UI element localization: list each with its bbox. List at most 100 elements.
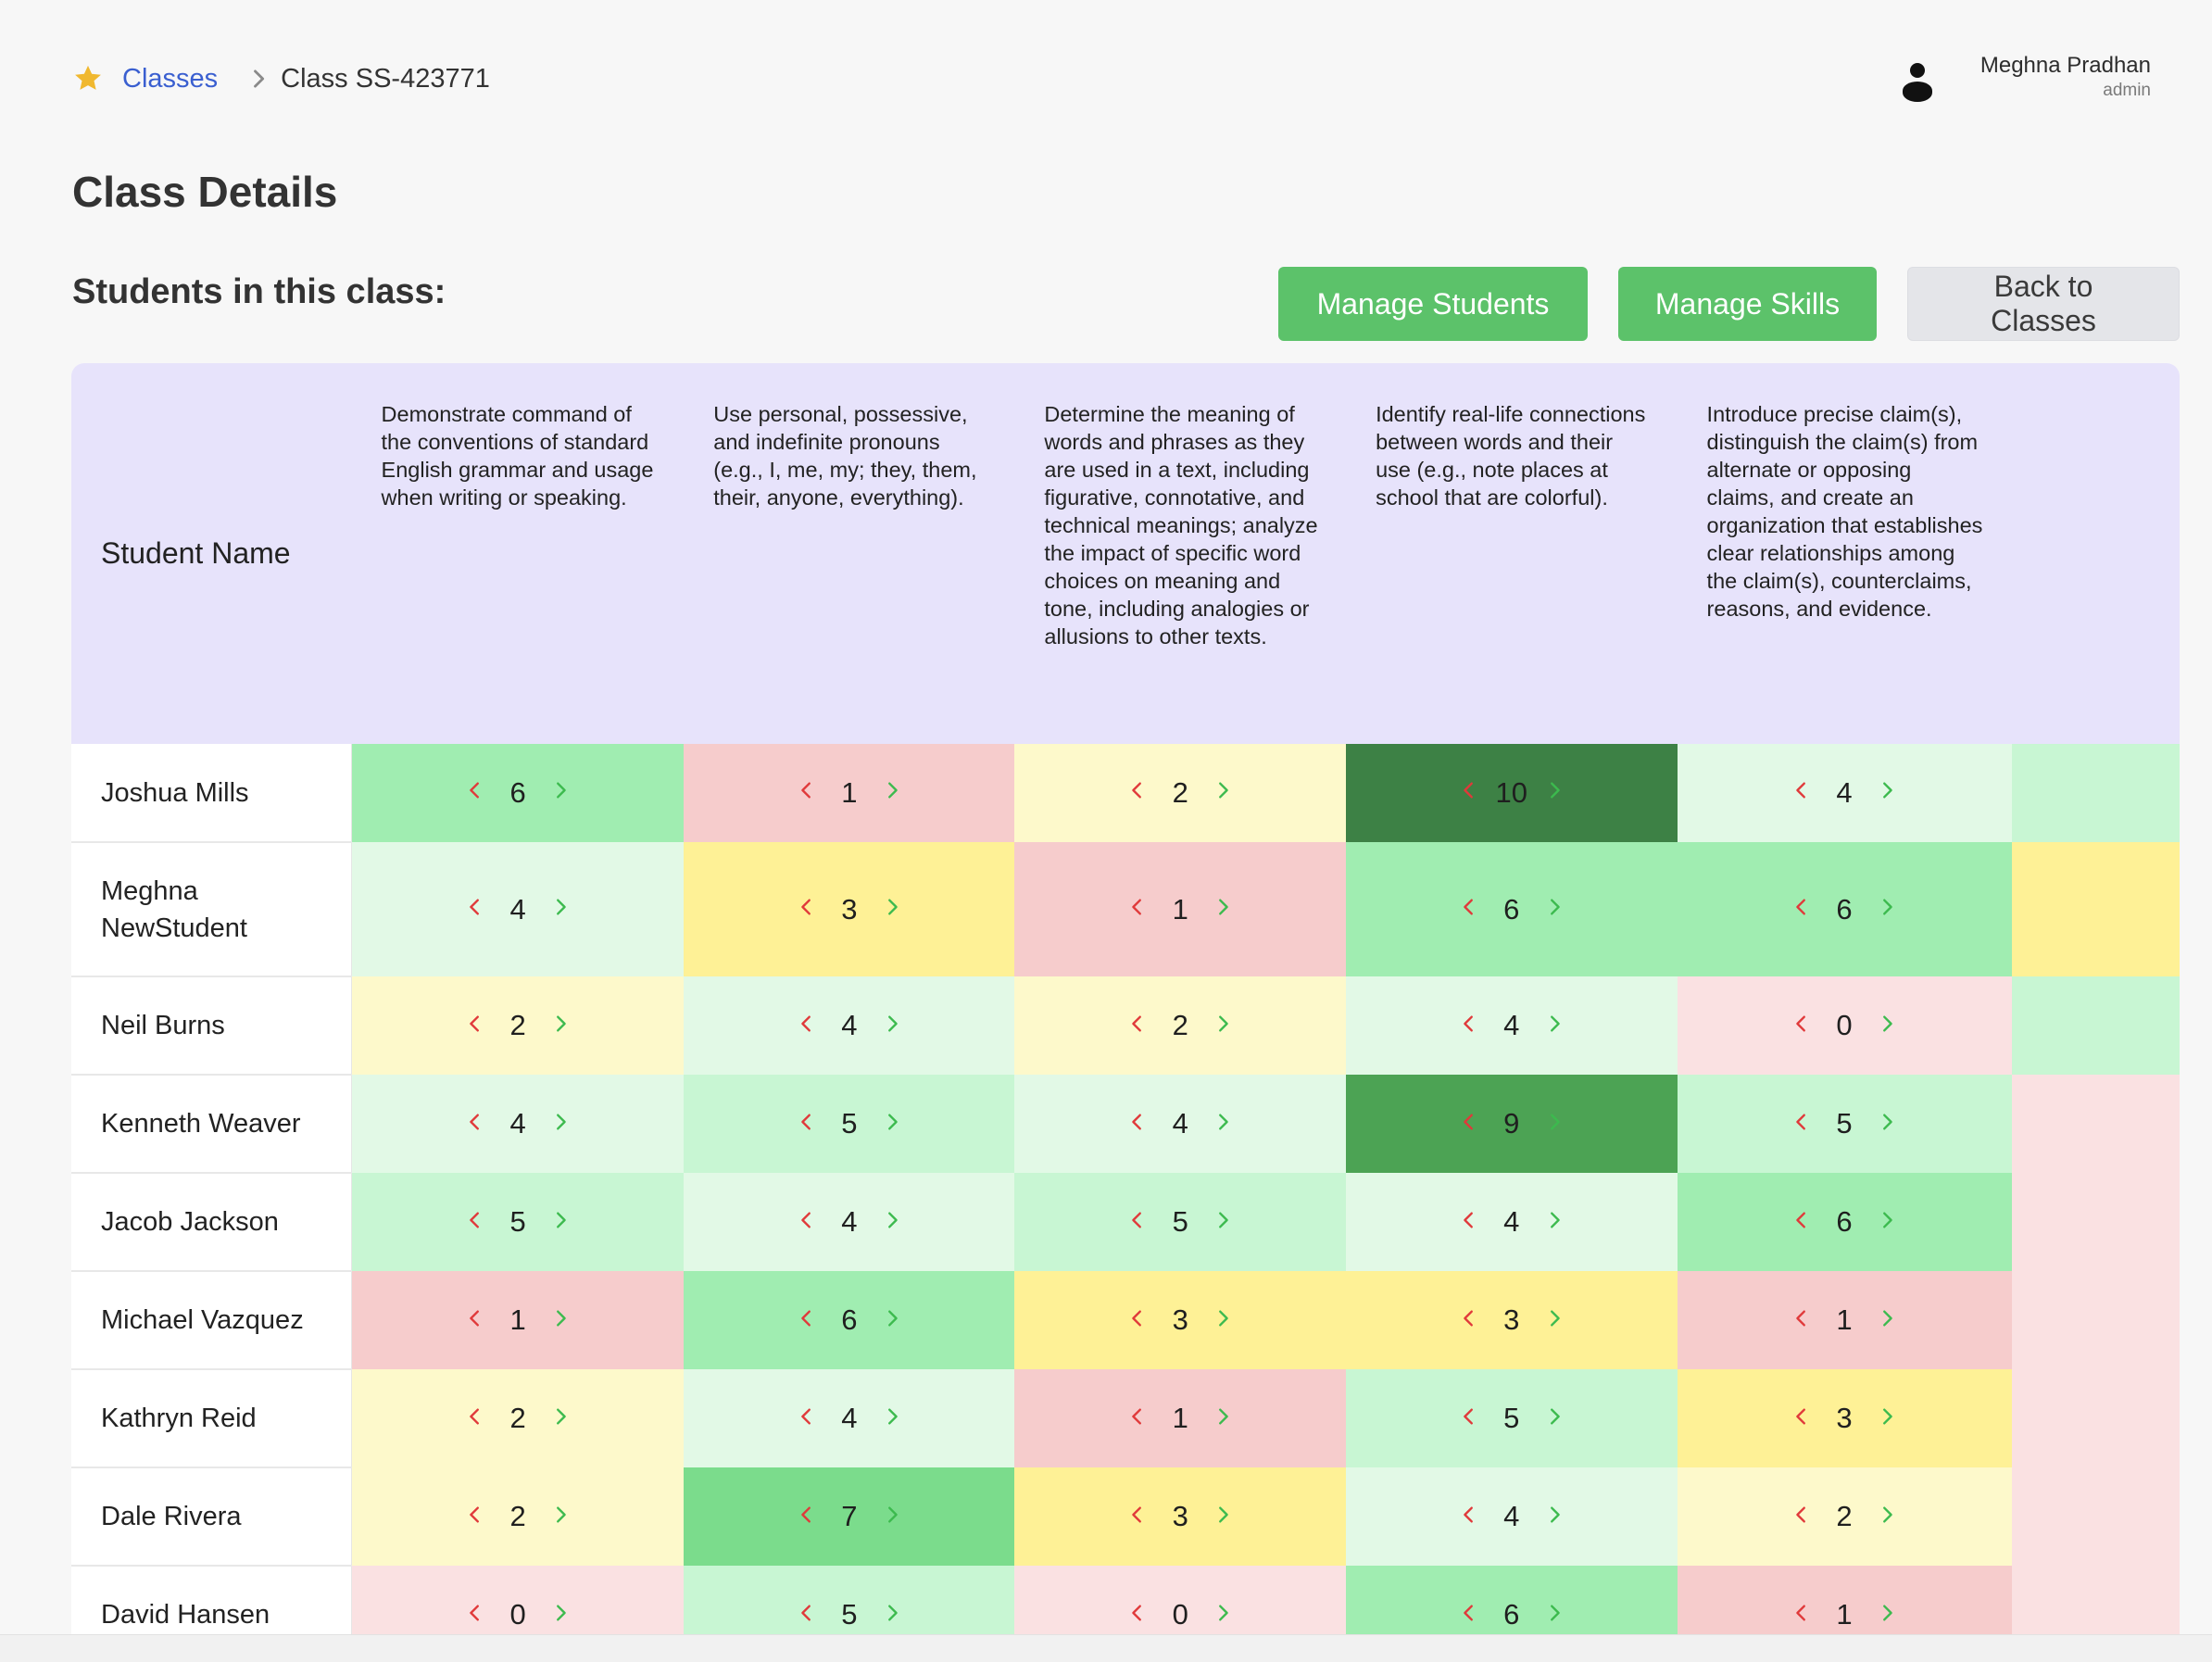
increment-button[interactable]: [882, 1014, 902, 1039]
decrement-button[interactable]: [1459, 780, 1479, 805]
decrement-button[interactable]: [1459, 1308, 1479, 1333]
decrement-button[interactable]: [1127, 780, 1148, 805]
chevron-left-icon: [1464, 1407, 1473, 1425]
increment-button[interactable]: [882, 780, 902, 805]
increment-button[interactable]: [1213, 1505, 1233, 1530]
increment-button[interactable]: [1877, 1505, 1897, 1530]
increment-button[interactable]: [1213, 897, 1233, 922]
increment-button[interactable]: [882, 1505, 902, 1530]
decrement-button[interactable]: [1127, 1014, 1148, 1039]
increment-button[interactable]: [1877, 897, 1897, 922]
decrement-button[interactable]: [797, 1308, 817, 1333]
decrement-button[interactable]: [1791, 1505, 1812, 1530]
decrement-button[interactable]: [1127, 1505, 1148, 1530]
increment-button[interactable]: [550, 897, 571, 922]
increment-button[interactable]: [1544, 1406, 1565, 1431]
decrement-button[interactable]: [797, 1112, 817, 1137]
decrement-button[interactable]: [1791, 1210, 1812, 1235]
decrement-button[interactable]: [1127, 1210, 1148, 1235]
increment-button[interactable]: [882, 1308, 902, 1333]
increment-button[interactable]: [1213, 1112, 1233, 1137]
decrement-button[interactable]: [1791, 1406, 1812, 1431]
user-menu[interactable]: Meghna Pradhan admin: [1899, 52, 2151, 102]
decrement-button[interactable]: [1459, 1014, 1479, 1039]
increment-button[interactable]: [1544, 1603, 1565, 1628]
decrement-button[interactable]: [1459, 897, 1479, 922]
decrement-button[interactable]: [1127, 897, 1148, 922]
chevron-left-icon: [1132, 782, 1142, 799]
increment-button[interactable]: [1544, 897, 1565, 922]
increment-button[interactable]: [1877, 1014, 1897, 1039]
manage-skills-button[interactable]: Manage Skills: [1618, 267, 1877, 341]
increment-button[interactable]: [1877, 1603, 1897, 1628]
increment-button[interactable]: [1544, 1210, 1565, 1235]
decrement-button[interactable]: [465, 1603, 485, 1628]
increment-button[interactable]: [550, 1406, 571, 1431]
increment-button[interactable]: [550, 1210, 571, 1235]
increment-button[interactable]: [550, 1112, 571, 1137]
decrement-button[interactable]: [1791, 780, 1812, 805]
decrement-button[interactable]: [1127, 1603, 1148, 1628]
increment-button[interactable]: [1544, 1014, 1565, 1039]
increment-button[interactable]: [1213, 1014, 1233, 1039]
increment-button[interactable]: [1544, 1505, 1565, 1530]
chevron-right-icon: [1883, 899, 1892, 915]
manage-students-button[interactable]: Manage Students: [1278, 267, 1588, 341]
decrement-button[interactable]: [1127, 1406, 1148, 1431]
increment-button[interactable]: [882, 1112, 902, 1137]
increment-button[interactable]: [1877, 1406, 1897, 1431]
decrement-button[interactable]: [1791, 1308, 1812, 1333]
increment-button[interactable]: [1213, 1308, 1233, 1333]
decrement-button[interactable]: [1459, 1112, 1479, 1137]
decrement-button[interactable]: [465, 1406, 485, 1431]
decrement-button[interactable]: [465, 780, 485, 805]
decrement-button[interactable]: [1791, 1014, 1812, 1039]
increment-button[interactable]: [882, 897, 902, 922]
breadcrumb-classes-link[interactable]: Classes: [122, 63, 219, 94]
decrement-button[interactable]: [1791, 1603, 1812, 1628]
increment-button[interactable]: [550, 1603, 571, 1628]
decrement-button[interactable]: [797, 780, 817, 805]
increment-button[interactable]: [882, 1406, 902, 1431]
decrement-button[interactable]: [465, 1308, 485, 1333]
horizontal-scrollbar[interactable]: [0, 1634, 2212, 1662]
decrement-button[interactable]: [465, 1505, 485, 1530]
decrement-button[interactable]: [1459, 1210, 1479, 1235]
increment-button[interactable]: [1213, 1603, 1233, 1628]
decrement-button[interactable]: [1459, 1603, 1479, 1628]
decrement-button[interactable]: [1791, 897, 1812, 922]
increment-button[interactable]: [1544, 780, 1565, 805]
increment-button[interactable]: [882, 1603, 902, 1628]
decrement-button[interactable]: [1459, 1406, 1479, 1431]
decrement-button[interactable]: [797, 897, 817, 922]
increment-button[interactable]: [1544, 1308, 1565, 1333]
increment-button[interactable]: [1544, 1112, 1565, 1137]
decrement-button[interactable]: [1127, 1308, 1148, 1333]
increment-button[interactable]: [550, 1505, 571, 1530]
decrement-button[interactable]: [797, 1210, 817, 1235]
decrement-button[interactable]: [1127, 1112, 1148, 1137]
decrement-button[interactable]: [797, 1014, 817, 1039]
decrement-button[interactable]: [797, 1505, 817, 1530]
increment-button[interactable]: [550, 1014, 571, 1039]
decrement-button[interactable]: [797, 1406, 817, 1431]
increment-button[interactable]: [1877, 780, 1897, 805]
increment-button[interactable]: [1877, 1210, 1897, 1235]
back-to-classes-button[interactable]: Back to Classes: [1907, 267, 2180, 341]
increment-button[interactable]: [1213, 1210, 1233, 1235]
increment-button[interactable]: [550, 1308, 571, 1333]
decrement-button[interactable]: [797, 1603, 817, 1628]
increment-button[interactable]: [1877, 1112, 1897, 1137]
decrement-button[interactable]: [1459, 1505, 1479, 1530]
increment-button[interactable]: [1213, 1406, 1233, 1431]
decrement-button[interactable]: [465, 1014, 485, 1039]
increment-button[interactable]: [882, 1210, 902, 1235]
chevron-right-icon: [1550, 899, 1560, 915]
decrement-button[interactable]: [465, 1210, 485, 1235]
decrement-button[interactable]: [465, 897, 485, 922]
decrement-button[interactable]: [465, 1112, 485, 1137]
increment-button[interactable]: [550, 780, 571, 805]
increment-button[interactable]: [1877, 1308, 1897, 1333]
increment-button[interactable]: [1213, 780, 1233, 805]
decrement-button[interactable]: [1791, 1112, 1812, 1137]
